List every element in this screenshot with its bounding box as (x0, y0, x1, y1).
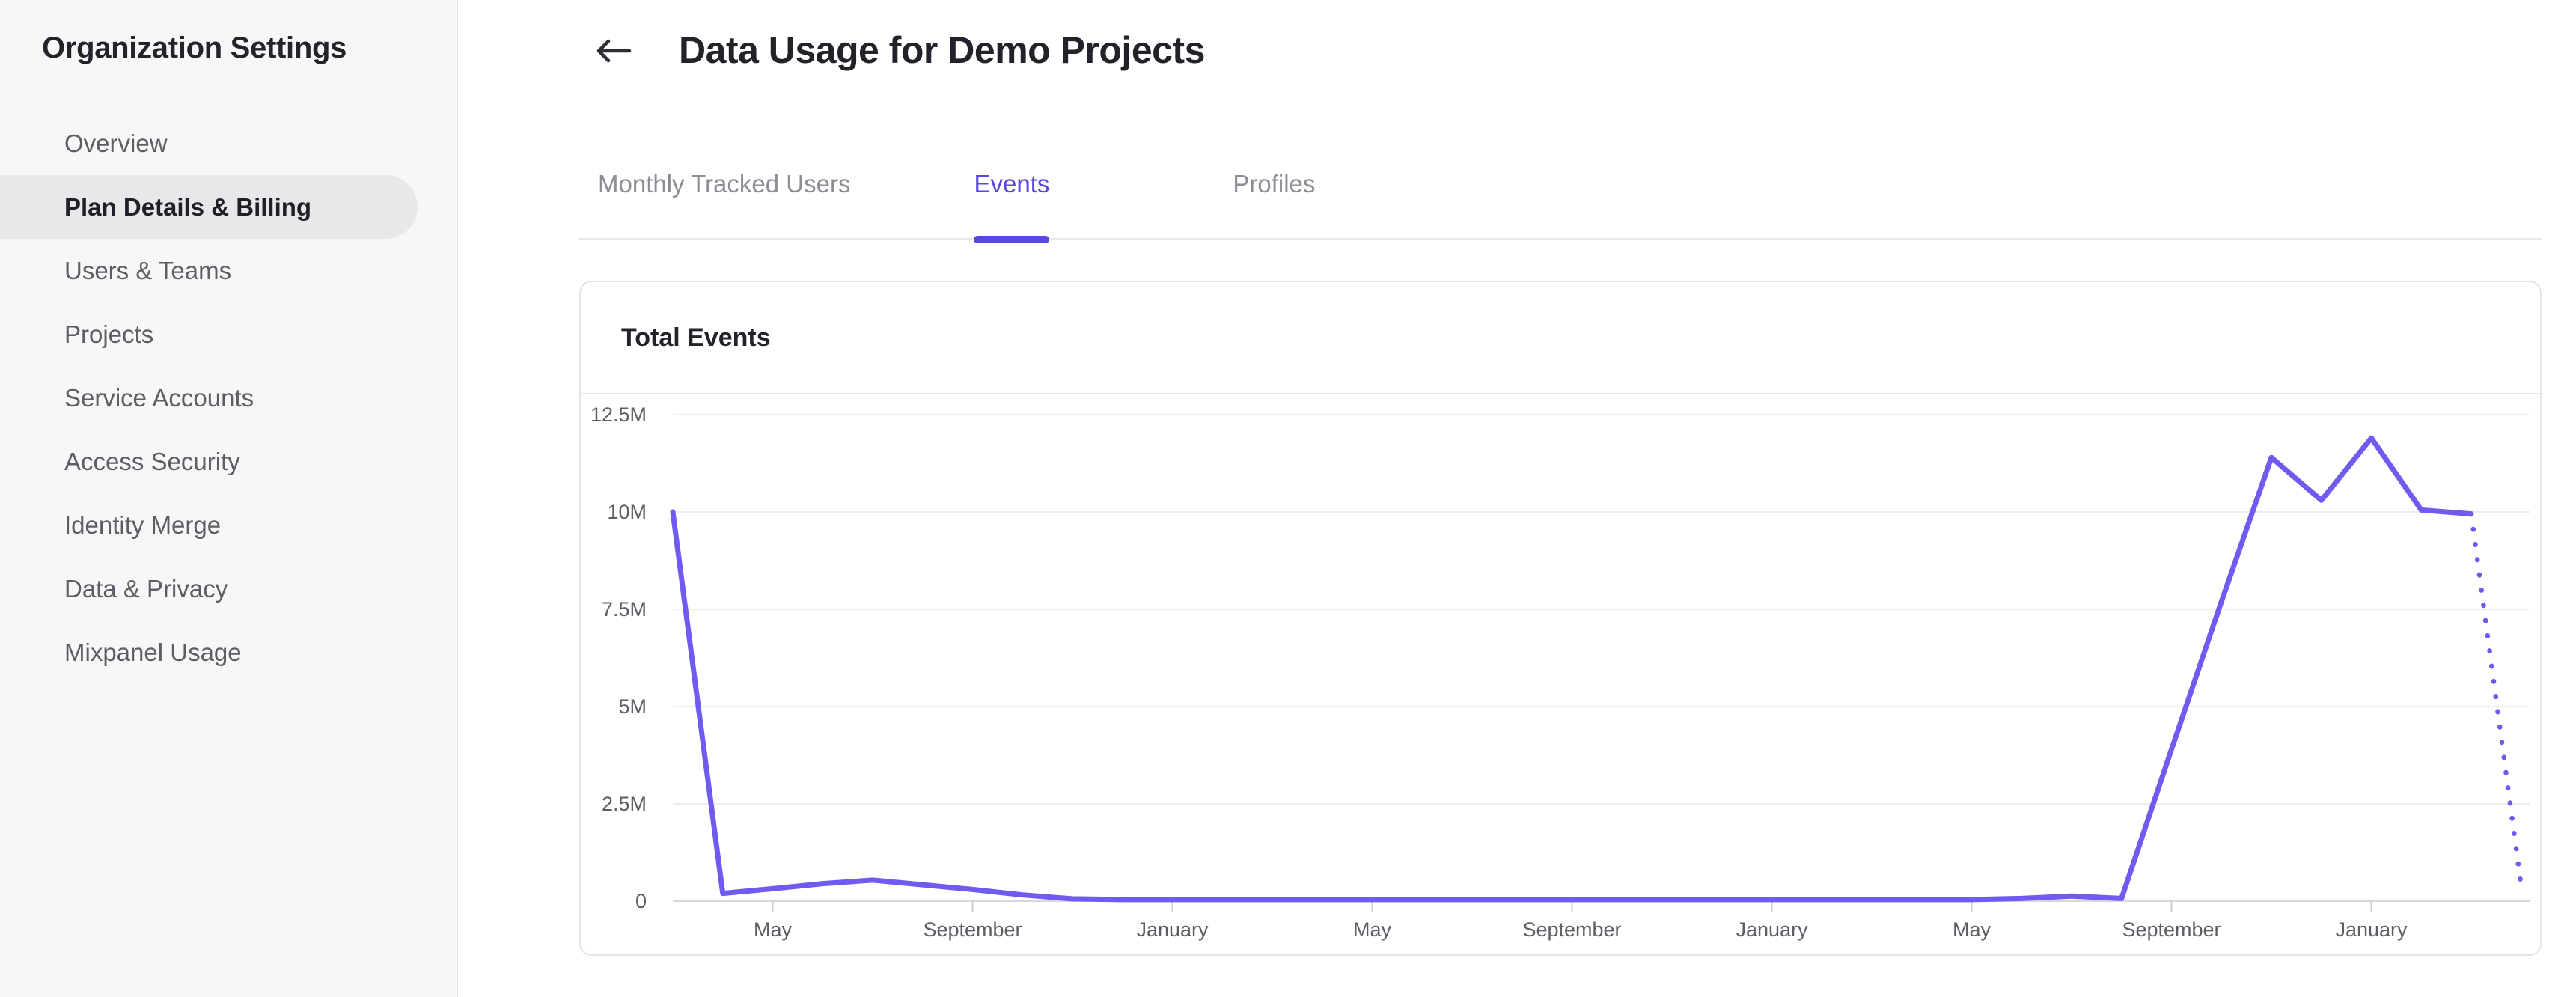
projected-dotted-line (2468, 511, 2524, 888)
sidebar-item-data-privacy[interactable]: Data & Privacy (64, 574, 228, 603)
tab-bar: Monthly Tracked Users Events Profiles (579, 150, 2542, 243)
sidebar-item-access-security[interactable]: Access Security (64, 447, 240, 475)
x-axis-label: September (1522, 918, 1621, 941)
sidebar-item-plan-details-billing[interactable]: Plan Details & Billing (0, 175, 418, 239)
total-events-card: Total Events 0 2.5M 5M 7.5M 10M 12.5M May Septe… (579, 281, 2542, 956)
y-axis-label: 12.5M (590, 403, 647, 426)
y-axis-label: 5M (618, 695, 647, 718)
tab-monthly-tracked-users[interactable]: Monthly Tracked Users (598, 170, 851, 198)
x-axis-label: January (2335, 918, 2408, 941)
events-line-chart: 0 2.5M 5M 7.5M 10M 12.5M May September January Ma… (590, 403, 2530, 941)
sidebar-title: Organization Settings (42, 31, 347, 64)
sidebar-nav: Overview Plan Details & Billing Users & … (0, 112, 457, 684)
tab-profiles[interactable]: Profiles (1233, 170, 1316, 198)
back-button[interactable] (594, 36, 633, 66)
sidebar-item-projects[interactable]: Projects (64, 320, 154, 348)
x-axis-label: September (923, 918, 1022, 941)
y-axis-label: 7.5M (602, 598, 647, 621)
sidebar-item-mixpanel-usage[interactable]: Mixpanel Usage (64, 638, 242, 666)
sidebar-item-overview[interactable]: Overview (64, 129, 168, 157)
y-axis-label: 0 (635, 890, 647, 912)
tab-events[interactable]: Events (974, 150, 1049, 243)
chart-area[interactable]: 0 2.5M 5M 7.5M 10M 12.5M May September January Ma… (581, 396, 2540, 954)
x-axis-label: May (754, 918, 793, 941)
page-title: Data Usage for Demo Projects (679, 29, 1205, 71)
total-events-line (670, 435, 2474, 903)
back-arrow-icon (596, 39, 632, 63)
main-content: Data Usage for Demo Projects Monthly Tra… (460, 0, 2576, 997)
sidebar-item-identity-merge[interactable]: Identity Merge (64, 510, 222, 539)
sidebar: Organization Settings Overview Plan Deta… (0, 0, 458, 997)
card-header: Total Events (581, 282, 2540, 394)
y-axis-label: 10M (607, 501, 647, 523)
x-axis-label: January (1736, 918, 1808, 941)
sidebar-item-users-teams[interactable]: Users & Teams (64, 256, 232, 284)
sidebar-item-service-accounts[interactable]: Service Accounts (64, 383, 254, 412)
x-axis-label: September (2122, 918, 2221, 941)
x-axis-label: May (1353, 918, 1392, 941)
x-axis-label: May (1953, 918, 1991, 941)
x-axis-label: January (1136, 918, 1209, 941)
card-title: Total Events (621, 323, 771, 352)
y-axis-label: 2.5M (602, 793, 647, 815)
